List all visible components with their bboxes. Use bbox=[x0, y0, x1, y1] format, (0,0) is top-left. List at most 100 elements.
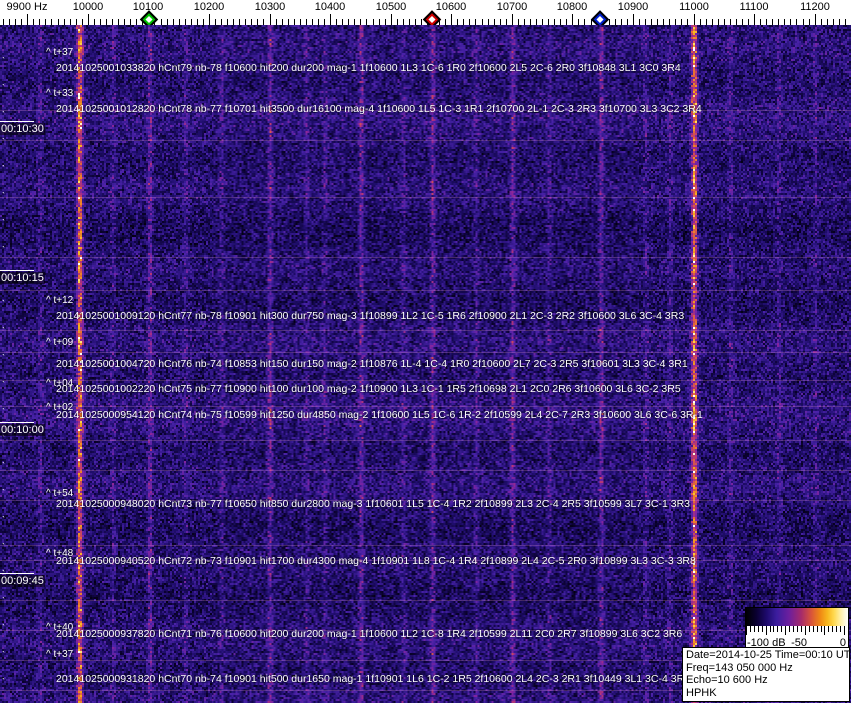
ruler-minor-tick bbox=[482, 19, 483, 25]
ruler-minor-tick bbox=[403, 19, 404, 25]
time-grid-line bbox=[0, 470, 851, 471]
info-line-echo: Echo=10 600 Hz bbox=[686, 674, 768, 686]
ruler-minor-tick bbox=[354, 19, 355, 25]
time-grid-line bbox=[0, 600, 851, 601]
ruler-minor-tick bbox=[766, 19, 767, 25]
edge-row-tick: ` bbox=[2, 353, 5, 363]
ruler-minor-tick bbox=[796, 19, 797, 25]
ruler-minor-tick bbox=[342, 19, 343, 25]
spectrogram-canvas-area[interactable]: ````````````````````````00:10:3000:10:15… bbox=[0, 25, 851, 703]
ruler-minor-tick bbox=[724, 19, 725, 25]
edge-row-tick: ` bbox=[2, 245, 5, 255]
event-detail-line-8[interactable]: 20141025000937820 hCnt71 nb-76 f10600 hi… bbox=[56, 628, 683, 640]
ruler-label-10500: 10500 bbox=[375, 1, 407, 13]
colorbar-tick bbox=[785, 626, 787, 635]
ruler-minor-tick bbox=[772, 19, 773, 25]
edge-row-tick: ` bbox=[2, 164, 5, 174]
edge-row-tick: ` bbox=[2, 488, 5, 498]
ruler-label-10700: 10700 bbox=[496, 1, 528, 13]
time-grid-line bbox=[0, 560, 851, 561]
event-detail-line-7[interactable]: 20141025000940520 hCnt72 nb-73 f10901 hi… bbox=[56, 555, 696, 567]
ruler-minor-tick bbox=[58, 19, 59, 25]
time-grid-line bbox=[0, 545, 851, 546]
colorbar-tick bbox=[781, 626, 783, 632]
ruler-minor-tick bbox=[197, 19, 198, 25]
ruler-minor-tick bbox=[245, 19, 246, 25]
info-line-date: Date=2014-10-25 Time=00:10 UTC bbox=[686, 649, 851, 661]
ruler-minor-tick bbox=[809, 19, 810, 25]
ruler-minor-tick bbox=[233, 19, 234, 25]
colorbar-tick bbox=[757, 626, 759, 632]
event-detail-line-9[interactable]: 20141025000931820 hCnt70 nb-74 f10901 hi… bbox=[56, 673, 690, 685]
time-grid-line bbox=[0, 110, 851, 111]
event-marker-label-0[interactable]: ^ t+37 bbox=[46, 47, 74, 58]
edge-row-tick: ` bbox=[2, 83, 5, 93]
ruler-minor-tick bbox=[457, 19, 458, 25]
ruler-minor-tick bbox=[360, 19, 361, 25]
time-grid-line bbox=[0, 330, 851, 331]
colorbar-tick bbox=[808, 626, 810, 632]
ruler-minor-tick bbox=[336, 19, 337, 25]
edge-row-tick: ` bbox=[2, 623, 5, 633]
colorbar-label-0: -100 dB bbox=[747, 637, 786, 649]
ruler-minor-tick bbox=[366, 19, 367, 25]
ruler-minor-tick bbox=[215, 19, 216, 25]
ruler-major-tick bbox=[27, 14, 28, 25]
frequency-ruler[interactable]: 9900 Hz 10000 10100 10200 10300 10400 10500 106… bbox=[0, 0, 851, 25]
event-marker-label-1[interactable]: ^ t+33 bbox=[46, 88, 74, 99]
ruler-minor-tick bbox=[463, 19, 464, 25]
event-marker-label-5[interactable]: ^ t+02 bbox=[46, 402, 74, 413]
event-marker-label-4[interactable]: ^ t+04 bbox=[46, 378, 74, 389]
event-marker-label-7[interactable]: ^ t+48 bbox=[46, 548, 74, 559]
event-detail-line-5[interactable]: 20141025000954120 hCnt74 nb-75 f10599 hi… bbox=[56, 409, 703, 421]
event-marker-label-2[interactable]: ^ t+12 bbox=[46, 295, 74, 306]
event-detail-line-2[interactable]: 20141025001009120 hCnt77 nb-78 f10901 hi… bbox=[56, 310, 685, 322]
ruler-minor-tick bbox=[203, 19, 204, 25]
colorbar-tick bbox=[820, 626, 822, 632]
ruler-major-tick bbox=[572, 14, 573, 25]
event-detail-line-0[interactable]: 20141025001033820 hCnt79 nb-78 f10600 hi… bbox=[56, 62, 681, 74]
ruler-minor-tick bbox=[748, 19, 749, 25]
ruler-label-10900: 10900 bbox=[617, 1, 649, 13]
ruler-minor-tick bbox=[560, 19, 561, 25]
colorbar-label-1: -50 bbox=[791, 637, 807, 649]
ruler-major-tick bbox=[88, 14, 89, 25]
spectrogram-image[interactable] bbox=[0, 25, 851, 703]
colorbar-tick bbox=[753, 626, 755, 632]
ruler-major-tick bbox=[209, 14, 210, 25]
event-detail-line-4[interactable]: 20141025001002220 hCnt75 nb-77 f10900 hi… bbox=[56, 383, 681, 395]
ruler-minor-tick bbox=[548, 19, 549, 25]
ruler-major-tick bbox=[451, 14, 452, 25]
time-grid-line bbox=[0, 440, 851, 441]
time-grid-line bbox=[0, 290, 851, 291]
event-detail-line-6[interactable]: 20141025000948020 hCnt73 nb-77 f10650 hi… bbox=[56, 498, 690, 510]
time-axis-tick bbox=[0, 573, 34, 574]
ruler-minor-tick bbox=[445, 19, 446, 25]
ruler-minor-tick bbox=[167, 19, 168, 25]
colorbar-tick bbox=[804, 626, 806, 635]
ruler-minor-tick bbox=[621, 19, 622, 25]
info-line-freq: Freq=143 050 000 Hz bbox=[686, 661, 793, 674]
blue-diamond-marker[interactable] bbox=[590, 10, 610, 25]
ruler-minor-tick bbox=[790, 19, 791, 25]
ruler-minor-tick bbox=[706, 19, 707, 25]
event-marker-label-9[interactable]: ^ t+37 bbox=[46, 649, 74, 660]
info-line-station: HPHK bbox=[686, 686, 717, 699]
edge-row-tick: ` bbox=[2, 137, 5, 147]
event-detail-line-1[interactable]: 20141025001012820 hCnt78 nb-77 f10701 hi… bbox=[56, 103, 702, 115]
event-marker-label-6[interactable]: ^ t+54 bbox=[46, 488, 74, 499]
ruler-minor-tick bbox=[257, 19, 258, 25]
ruler-minor-tick bbox=[288, 19, 289, 25]
colorbar-label-2: 0 bbox=[839, 637, 846, 649]
ruler-minor-tick bbox=[100, 19, 101, 25]
ruler-minor-tick bbox=[524, 19, 525, 25]
ruler-label-10200: 10200 bbox=[193, 1, 225, 13]
marker-center bbox=[428, 15, 436, 24]
event-marker-label-3[interactable]: ^ t+09 bbox=[46, 337, 74, 348]
ruler-minor-tick bbox=[39, 19, 40, 25]
ruler-minor-tick bbox=[615, 19, 616, 25]
event-marker-label-8[interactable]: ^ t+40 bbox=[46, 622, 74, 633]
ruler-label-10300: 10300 bbox=[254, 1, 286, 13]
ruler-minor-tick bbox=[130, 19, 131, 25]
event-detail-line-3[interactable]: 20141025001004720 hCnt76 nb-74 f10853 hi… bbox=[56, 358, 688, 370]
